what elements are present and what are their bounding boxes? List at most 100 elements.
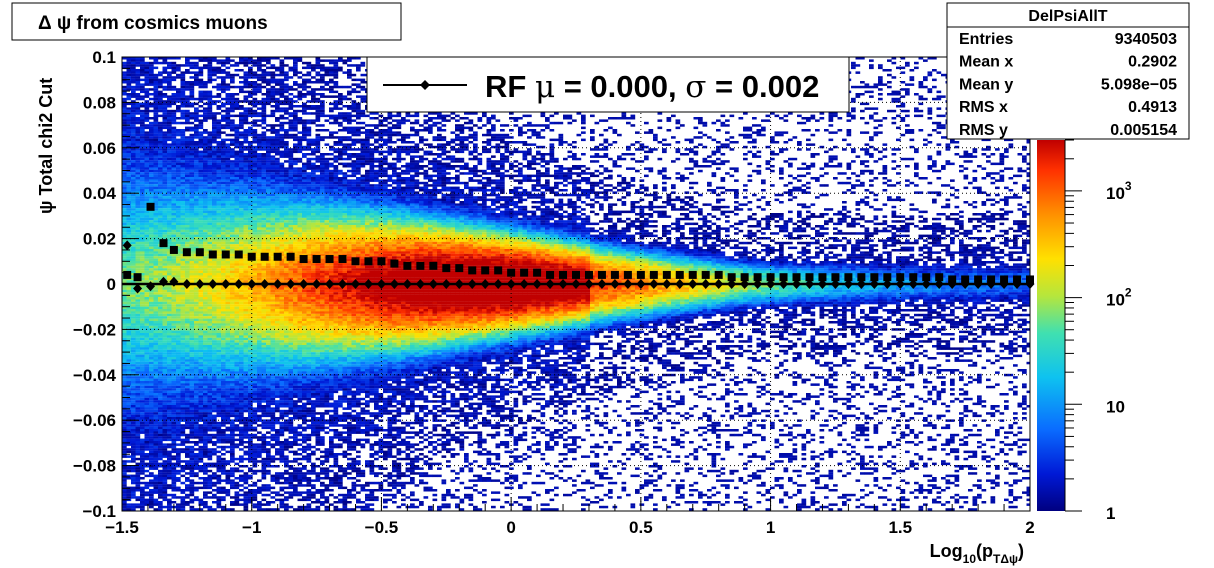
heatmap-cell [216,376,222,379]
heatmap-cell [158,433,163,437]
heatmap-cell [207,321,213,324]
heatmap-cell [248,433,253,437]
heatmap-cell [198,244,204,247]
heatmap-cell [171,349,177,353]
heatmap-cell [225,227,231,230]
heatmap-cell [158,95,163,98]
heatmap-cell [180,85,186,89]
heatmap-cell [239,400,244,403]
heatmap-cell [239,121,244,125]
heatmap-cell [225,61,231,65]
heatmap-cell [212,205,217,209]
heatmap-cell [180,441,186,444]
heatmap-cell [131,181,136,185]
heatmap-cell [176,433,181,437]
heatmap-cell [207,352,213,355]
heatmap-cell [144,100,150,103]
heatmap-cell [221,316,226,319]
heatmap-cell [189,361,195,365]
heatmap-cell [230,306,235,310]
heatmap-cell [167,189,172,192]
heatmap-cell [194,402,199,406]
heatmap-cell [248,316,253,319]
heatmap-cell [122,143,127,146]
heatmap-cell [171,335,177,338]
heatmap-cell [194,265,199,269]
heatmap-cell [243,138,249,142]
heatmap-cell [207,64,213,67]
heatmap-cell [153,381,159,384]
heatmap-cell [230,330,235,334]
heatmap-cell [243,479,249,482]
heatmap-cell [140,304,145,307]
heatmap-cell [135,299,141,302]
heatmap-cell [162,436,168,439]
heatmap-cell [243,325,249,329]
heatmap-cell [140,333,145,336]
heatmap-cell [234,277,240,281]
heatmap-cell [122,227,127,230]
heatmap-cell [230,479,235,482]
heatmap-cell [158,208,163,211]
heatmap-cell [243,289,249,293]
heatmap-cell [126,426,132,430]
heatmap-cell [248,222,253,226]
heatmap-cell [216,445,222,449]
heatmap-cell [122,378,127,382]
heatmap-cell [158,220,163,223]
heatmap-cell [225,301,231,305]
heatmap-cell [189,352,195,355]
heatmap-cell [162,162,168,166]
heatmap-cell [144,325,150,329]
heatmap-cell [207,229,213,233]
heatmap-cell [248,193,253,197]
heatmap-cell [185,258,190,262]
heatmap-cell [144,448,150,451]
heatmap-cell [230,205,235,209]
heatmap-cell [230,268,235,271]
heatmap-cell [126,390,132,394]
heatmap-cell [135,321,141,324]
heatmap-cell [122,167,127,170]
heatmap-cell [185,215,190,218]
heatmap-cell [122,263,127,266]
heatmap-cell [176,429,181,432]
heatmap-cell [239,234,244,238]
heatmap-cell [185,342,190,346]
heatmap-cell [135,385,141,389]
heatmap-cell [140,251,145,254]
heatmap-cell [216,263,222,266]
heatmap-cell [122,493,127,497]
heatmap-cell [158,309,163,312]
heatmap-cell [207,390,213,394]
heatmap-cell [234,249,240,252]
heatmap-cell [194,201,199,204]
heatmap-cell [194,268,199,271]
heatmap-cell [167,196,172,199]
heatmap-cell [131,292,136,295]
heatmap-cell [144,162,150,166]
heatmap-cell [162,412,168,415]
heatmap-cell [239,388,244,391]
heatmap-cell [239,419,244,422]
heatmap-cell [194,342,199,346]
heatmap-cell [225,241,231,245]
heatmap-cell [122,251,127,254]
heatmap-cell [252,73,258,77]
heatmap-cell [122,64,127,67]
heatmap-cell [212,73,217,77]
heatmap-cell [239,258,244,262]
heatmap-cell [212,390,217,394]
heatmap-cell [135,102,141,106]
heatmap-cell [135,138,141,142]
heatmap-cell [149,299,154,302]
heatmap-cell [225,66,231,70]
heatmap-cell [225,258,231,262]
heatmap-cell [203,215,208,218]
heatmap-cell [243,121,249,125]
heatmap-cell [216,333,222,336]
heatmap-cell [162,328,168,331]
heatmap-cell [216,201,222,204]
heatmap-cell [171,263,177,266]
heatmap-cell [243,407,249,410]
